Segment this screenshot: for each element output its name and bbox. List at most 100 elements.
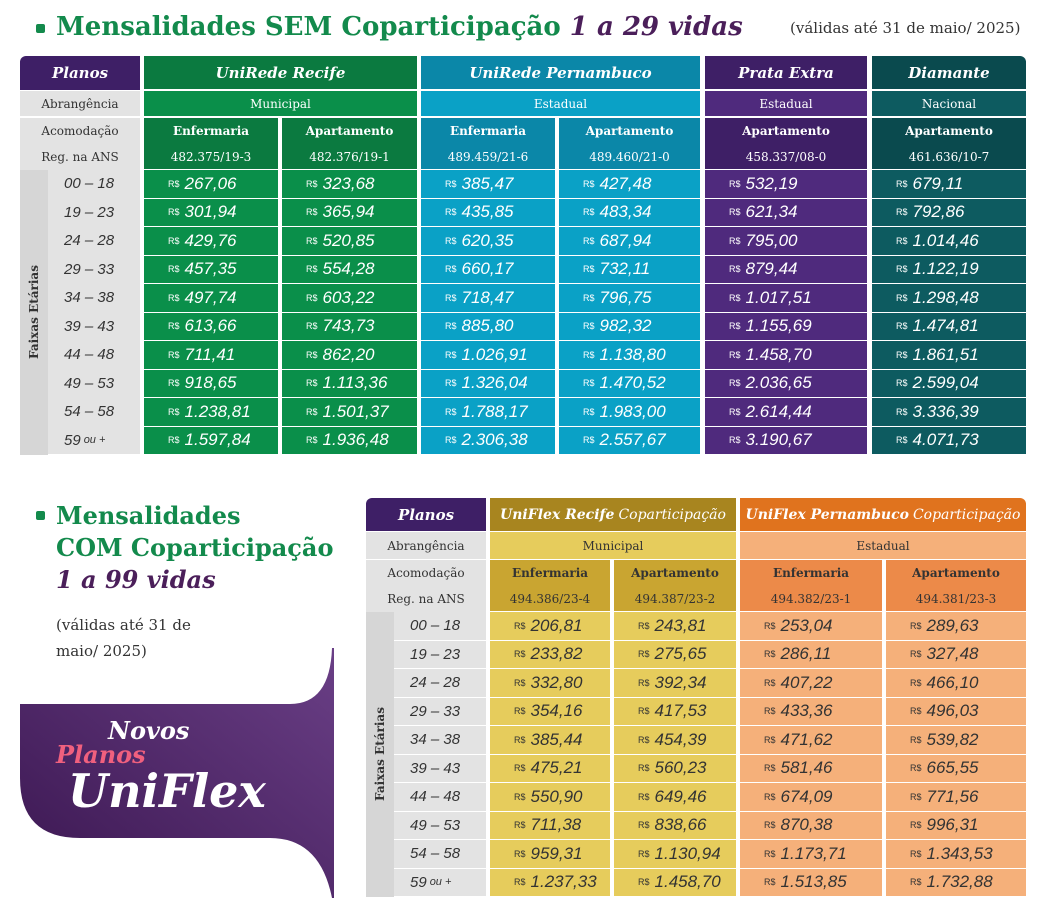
price-value: 2.614,44	[745, 401, 812, 421]
abrangencia-value: Nacional	[872, 91, 1026, 116]
price-cell: R$ 1.458,70	[614, 868, 736, 896]
currency-label: R$	[729, 435, 741, 446]
price-cell: R$ 2.557,67	[559, 426, 700, 454]
reg-value: 489.459/21-6	[421, 144, 555, 169]
abrangencia-value: Estadual	[740, 532, 1026, 559]
price-value: 289,63	[926, 615, 979, 635]
price-value: 520,85	[322, 230, 375, 250]
currency-label: R$	[583, 349, 595, 360]
price-value: 2.036,65	[745, 373, 812, 393]
price-value: 1.513,85	[780, 872, 847, 892]
plan-header: Diamante	[872, 56, 1026, 89]
price-cell: R$ 743,73	[282, 312, 417, 340]
price-value: 275,65	[654, 644, 707, 664]
price-cell: R$ 674,09	[740, 783, 882, 811]
bottom-validity-line2: maio/ 2025)	[56, 642, 147, 660]
age-range: 39 – 43	[394, 754, 486, 782]
currency-label: R$	[729, 349, 741, 360]
acomodacao-value: Apartamento	[705, 118, 867, 144]
currency-label: R$	[445, 435, 457, 446]
price-cell: R$ 1.298,48	[872, 284, 1026, 312]
price-value: 620,35	[461, 230, 514, 250]
currency-label: R$	[168, 264, 180, 275]
price-value: 392,34	[654, 672, 707, 692]
price-cell: R$ 233,82	[490, 640, 610, 668]
age-range-label: 54 – 58	[64, 403, 115, 421]
bottom-title-line2: COM Coparticipação	[56, 533, 334, 562]
top-title: Mensalidades SEM Coparticipação 1 a 29 v…	[56, 12, 743, 42]
acomodacao-value: Apartamento	[559, 118, 700, 144]
price-value: 603,22	[322, 287, 375, 307]
price-value: 879,44	[745, 259, 798, 279]
age-range-label: 54 – 58	[410, 845, 461, 863]
price-value: 471,62	[780, 729, 833, 749]
currency-label: R$	[764, 649, 776, 660]
currency-label: R$	[910, 848, 922, 859]
currency-label: R$	[306, 235, 318, 246]
price-value: 1.017,51	[745, 287, 812, 307]
age-range: 54 – 58	[48, 398, 140, 426]
currency-label: R$	[168, 178, 180, 189]
currency-label: R$	[764, 763, 776, 774]
price-cell: R$ 711,38	[490, 811, 610, 839]
price-value: 1.155,69	[745, 316, 812, 336]
price-value: 581,46	[780, 758, 833, 778]
price-cell: R$ 520,85	[282, 227, 417, 255]
price-cell: R$ 679,11	[872, 170, 1026, 198]
currency-label: R$	[896, 292, 908, 303]
price-cell: R$ 365,94	[282, 198, 417, 226]
price-value: 679,11	[912, 173, 964, 193]
price-cell: R$ 539,82	[886, 726, 1026, 754]
price-value: 665,55	[926, 758, 979, 778]
bottom-title-line1: Mensalidades	[56, 501, 241, 530]
price-cell: R$ 1.501,37	[282, 398, 417, 426]
price-cell: R$ 879,44	[705, 255, 867, 283]
price-value: 433,36	[780, 701, 833, 721]
price-value: 2.306,38	[461, 430, 528, 450]
currency-label: R$	[764, 734, 776, 745]
currency-label: R$	[764, 820, 776, 831]
plan-suffix: Coparticipação	[912, 506, 1021, 523]
abrangencia-value: Municipal	[490, 532, 736, 559]
abrangencia-value: Municipal	[144, 91, 417, 116]
planos-header: Planos	[366, 498, 486, 531]
currency-label: R$	[583, 435, 595, 446]
price-value: 1.983,00	[599, 401, 666, 421]
price-value: 301,94	[184, 202, 237, 222]
price-value: 732,11	[599, 259, 651, 279]
currency-label: R$	[910, 620, 922, 631]
currency-label: R$	[445, 378, 457, 389]
price-value: 1.788,17	[461, 401, 528, 421]
plan-name: UniFlex Pernambuco	[745, 506, 909, 523]
acomodacao-value: Apartamento	[614, 560, 736, 586]
price-value: 466,10	[926, 672, 979, 692]
price-cell: R$ 1.597,84	[144, 426, 278, 454]
currency-label: R$	[445, 264, 457, 275]
acomodacao-label: Acomodação	[366, 560, 486, 586]
price-cell: R$ 332,80	[490, 669, 610, 697]
bottom-validity: (válidas até 31 de maio/ 2025)	[56, 612, 191, 664]
price-cell: R$ 1.861,51	[872, 341, 1026, 369]
age-range: 00 – 18	[394, 612, 486, 640]
currency-label: R$	[168, 349, 180, 360]
currency-label: R$	[306, 435, 318, 446]
age-range: 44 – 48	[48, 341, 140, 369]
price-value: 743,73	[322, 316, 375, 336]
age-range: 24 – 28	[394, 669, 486, 697]
price-value: 560,23	[654, 758, 707, 778]
bottom-title-bullet	[36, 511, 45, 520]
price-cell: R$ 354,16	[490, 697, 610, 725]
price-cell: R$ 323,68	[282, 170, 417, 198]
planos-header: Planos	[20, 56, 140, 90]
price-cell: R$ 417,53	[614, 697, 736, 725]
price-cell: R$ 206,81	[490, 612, 610, 640]
price-value: 1.173,71	[780, 843, 847, 863]
currency-label: R$	[910, 734, 922, 745]
currency-label: R$	[445, 207, 457, 218]
plan-header: UniFlex Pernambuco Coparticipação	[740, 498, 1026, 531]
price-cell: R$ 1.026,91	[421, 341, 555, 369]
price-cell: R$ 327,48	[886, 640, 1026, 668]
price-value: 1.122,19	[912, 259, 979, 279]
price-value: 1.026,91	[461, 344, 528, 364]
age-range-label: 19 – 23	[64, 203, 115, 221]
